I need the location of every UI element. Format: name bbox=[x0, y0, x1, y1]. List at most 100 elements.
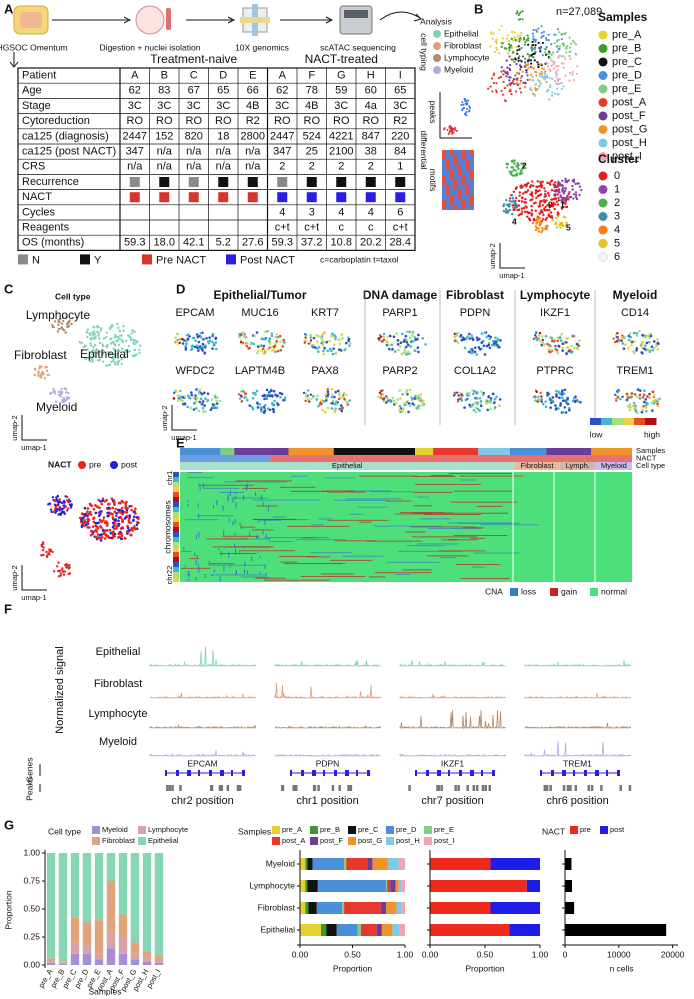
cell-dot bbox=[516, 49, 519, 52]
gene-label: EPCAM bbox=[175, 307, 214, 319]
cell-dot bbox=[471, 403, 474, 406]
cna-segment bbox=[310, 524, 324, 526]
cell-dot bbox=[494, 336, 497, 339]
cell-dot bbox=[398, 345, 402, 348]
cell-dot bbox=[63, 504, 66, 507]
legend-swatch bbox=[570, 826, 578, 834]
cell-dot bbox=[512, 82, 516, 86]
cell-dot bbox=[345, 393, 348, 397]
motif-cell bbox=[446, 150, 450, 155]
chr-strip bbox=[173, 532, 179, 537]
cell-dot bbox=[628, 332, 632, 335]
cna-dot bbox=[261, 494, 263, 501]
cell-dot bbox=[345, 401, 349, 404]
cell-dot bbox=[336, 389, 340, 393]
cell-dot bbox=[132, 341, 135, 344]
motif-cell bbox=[462, 190, 466, 195]
table-cell: 10.8 bbox=[331, 237, 352, 249]
cell-dot bbox=[559, 221, 563, 225]
cna-dot bbox=[259, 555, 261, 558]
cell-dot bbox=[187, 394, 190, 397]
cell-dot bbox=[553, 33, 556, 36]
cell-dot bbox=[68, 503, 72, 507]
cell-dot bbox=[105, 524, 109, 527]
cell-dot bbox=[547, 194, 551, 197]
axis-label: umap-1 bbox=[21, 593, 46, 602]
cell-dot bbox=[475, 336, 479, 339]
cell-dot bbox=[481, 393, 485, 396]
cna-segment bbox=[327, 519, 389, 521]
cna-segment bbox=[300, 576, 366, 578]
cell-dot bbox=[492, 81, 496, 85]
group-header: Treatment-naive bbox=[150, 52, 237, 66]
cell-dot bbox=[471, 337, 474, 340]
cell-dot bbox=[54, 400, 58, 403]
x-tick-label: 0.00 bbox=[422, 949, 439, 959]
cell-dot bbox=[271, 407, 275, 411]
legend-swatch bbox=[598, 30, 608, 40]
peak bbox=[562, 785, 566, 791]
cell-dot bbox=[563, 55, 566, 58]
cell-dot bbox=[405, 330, 409, 334]
cell-dot bbox=[195, 388, 198, 391]
cell-dot bbox=[279, 396, 282, 399]
cell-dot bbox=[468, 105, 471, 108]
motif-cell bbox=[454, 150, 458, 155]
signal-track bbox=[399, 710, 506, 730]
cell-dot bbox=[568, 79, 571, 82]
legend-label: pre_D bbox=[396, 825, 417, 834]
table-cell: R2 bbox=[246, 115, 260, 127]
cell-dot bbox=[339, 404, 343, 407]
cell-dot bbox=[503, 99, 507, 102]
cell-dot bbox=[507, 209, 510, 213]
cell-dot bbox=[101, 529, 105, 532]
cna-segment bbox=[471, 566, 485, 568]
cna-segment bbox=[188, 558, 199, 560]
cell-dot bbox=[251, 407, 255, 411]
cna-segment bbox=[334, 540, 376, 542]
cell-dot bbox=[497, 77, 500, 80]
cell-dot bbox=[512, 77, 515, 81]
bar-segment bbox=[305, 880, 308, 892]
cell-dot bbox=[262, 344, 266, 348]
cell-dot bbox=[512, 50, 515, 54]
cell-dot bbox=[535, 196, 538, 200]
cell-dot bbox=[650, 345, 654, 349]
axis-label: n cells bbox=[609, 963, 633, 973]
cell-dot bbox=[199, 397, 203, 401]
motif-cell bbox=[442, 150, 446, 155]
legend-label: post_H bbox=[396, 836, 420, 845]
cell-dot bbox=[466, 335, 469, 338]
cell-dot bbox=[186, 405, 190, 409]
cell-dot bbox=[105, 498, 108, 502]
cell-dot bbox=[519, 34, 522, 37]
cna-dot bbox=[204, 573, 206, 579]
cell-dot bbox=[185, 342, 188, 346]
cell-dot bbox=[567, 192, 570, 196]
cell-dot bbox=[405, 402, 408, 406]
exon bbox=[551, 770, 554, 776]
motif-cell bbox=[454, 185, 458, 190]
cell-dot bbox=[321, 332, 325, 336]
cell-dot bbox=[121, 340, 125, 344]
cell-dot bbox=[42, 546, 45, 549]
cell-dot bbox=[266, 329, 269, 333]
cell-dot bbox=[113, 521, 117, 524]
cell-dot bbox=[518, 12, 521, 15]
cell-dot bbox=[255, 331, 259, 334]
cell-dot bbox=[381, 393, 385, 396]
legend-label: post_A bbox=[282, 836, 305, 845]
cell-dot bbox=[557, 196, 560, 200]
bar-segment bbox=[490, 858, 540, 870]
table-cell: 66 bbox=[247, 85, 259, 97]
cell-dot bbox=[309, 341, 312, 344]
cell-dot bbox=[53, 503, 57, 506]
cell-dot bbox=[531, 221, 535, 225]
cell-dot bbox=[238, 332, 241, 336]
cell-dot bbox=[86, 513, 89, 517]
motif-cell bbox=[466, 150, 470, 155]
cell-dot bbox=[460, 338, 464, 342]
cell-dot bbox=[52, 325, 55, 329]
cell-dot bbox=[186, 337, 190, 341]
cell-dot bbox=[203, 391, 206, 395]
